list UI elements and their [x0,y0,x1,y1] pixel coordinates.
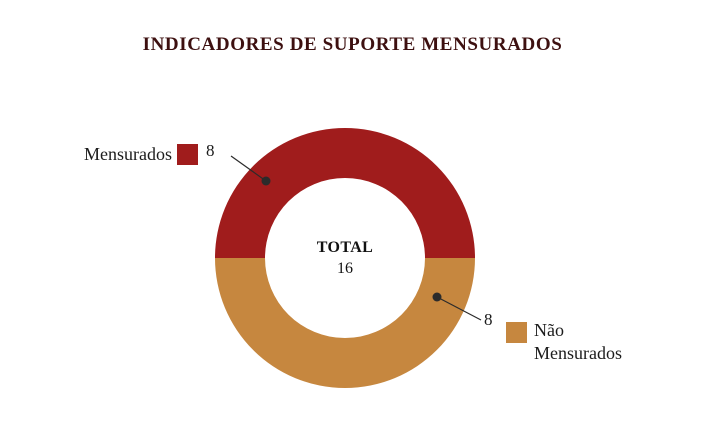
donut-segment-nao-mensurados [215,258,475,388]
legend-swatch-mensurados [177,144,198,165]
value-label-mensurados: 8 [206,141,215,160]
chart-title: INDICADORES DE SUPORTE MENSURADOS [142,34,563,55]
legend-swatch-nao-mensurados [506,322,527,343]
total-label: TOTAL [316,239,374,256]
donut-center-block: TOTAL 16 [285,239,405,278]
leader-dot-mensurados [261,176,271,186]
donut-segment-mensurados [215,128,475,258]
legend-label-nao-mensurados: Não Mensurados [534,320,622,363]
leader-dot-nao-mensurados [432,292,442,302]
leader-line-nao-mensurados [436,296,482,321]
total-value: 16 [337,260,353,277]
leader-line-mensurados [230,155,267,182]
value-label-nao-mensurados: 8 [484,310,493,329]
legend-label-mensurados: Mensurados [84,144,172,164]
